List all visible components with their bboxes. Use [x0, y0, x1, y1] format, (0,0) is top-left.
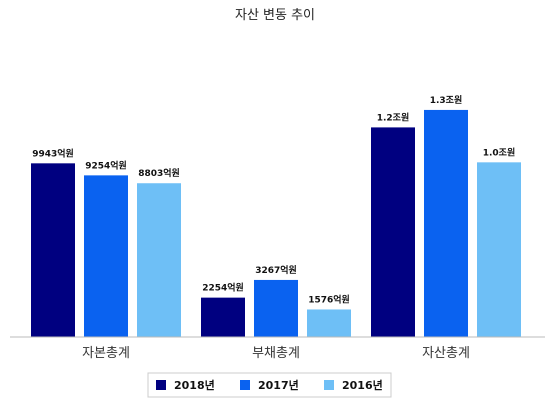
bar-2018년-자본총계	[31, 163, 75, 337]
bar-2017년-부채총계	[254, 279, 298, 337]
data-label-2016년-부채총계: 1576억원	[308, 293, 350, 305]
data-label-2018년-자본총계: 9943억원	[32, 147, 74, 159]
legend-box	[147, 372, 392, 398]
bars-layer: 9943억원 9254억원 8803억원 2254억원 3267억원 1576억원 1.2조…	[31, 94, 521, 338]
category-labels: 자본총계 부채총계 자산총계	[82, 346, 470, 361]
legend-label-2016년: 2016년	[342, 378, 383, 392]
bar-2017년-자산총계	[424, 109, 468, 337]
bar-2016년-자산총계	[477, 162, 521, 337]
data-label-2017년-자산총계: 1.3조원	[430, 94, 463, 106]
category-label-부채총계: 부채총계	[252, 346, 300, 361]
legend-swatch-2017년	[240, 380, 250, 390]
legend: 2018년 2017년 2016년	[156, 378, 383, 392]
bar-2016년-자본총계	[137, 183, 181, 337]
data-label-2017년-자본총계: 9254억원	[85, 159, 127, 171]
data-label-2016년-자본총계: 8803억원	[138, 167, 180, 179]
bar-2018년-자산총계	[371, 127, 415, 338]
legend-label-2017년: 2017년	[258, 378, 299, 392]
data-label-2018년-자산총계: 1.2조원	[377, 111, 410, 123]
chart-title: 자산 변동 추이	[235, 8, 315, 23]
bar-2016년-부채총계	[307, 309, 351, 337]
legend-label-2018년: 2018년	[174, 378, 215, 392]
legend-swatch-2018년	[156, 380, 166, 390]
data-label-2017년-부채총계: 3267억원	[255, 264, 297, 276]
category-label-자본총계: 자본총계	[82, 346, 130, 361]
data-label-2016년-자산총계: 1.0조원	[483, 146, 516, 158]
legend-swatch-2016년	[324, 380, 334, 390]
category-label-자산총계: 자산총계	[422, 346, 470, 361]
bar-2017년-자본총계	[84, 175, 128, 337]
data-label-2018년-부채총계: 2254억원	[202, 282, 244, 294]
bar-2018년-부채총계	[201, 297, 245, 337]
